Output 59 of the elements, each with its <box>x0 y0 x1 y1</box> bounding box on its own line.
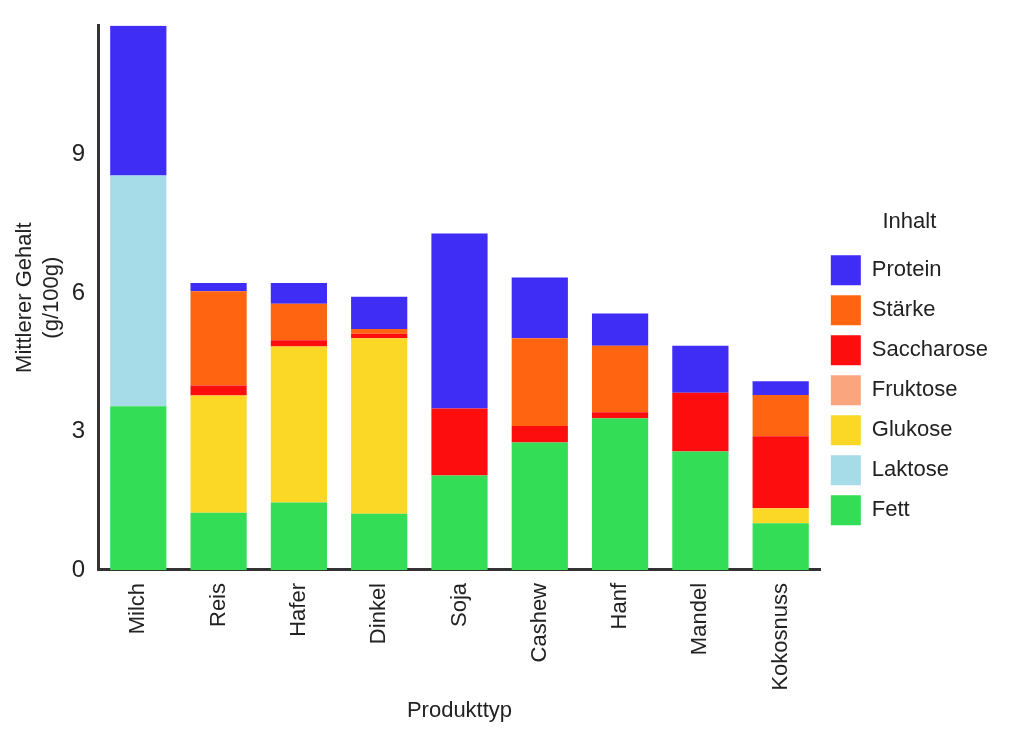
bar <box>351 338 408 514</box>
x-tick-label: Mandel <box>686 582 712 656</box>
bar <box>752 523 809 570</box>
bar <box>431 408 488 476</box>
bar <box>752 508 809 524</box>
bar <box>351 329 408 334</box>
bar <box>110 175 167 407</box>
y-tick-label: 9 <box>71 139 86 167</box>
bar <box>591 418 649 570</box>
bar <box>431 233 488 409</box>
y-tick-label: 0 <box>71 554 86 582</box>
legend-label: Stärke <box>871 296 936 322</box>
bar <box>190 291 247 386</box>
bar <box>511 338 568 426</box>
bar <box>270 303 327 341</box>
x-tick-label: Milch <box>124 582 150 635</box>
bar <box>190 385 247 396</box>
bar <box>190 512 247 570</box>
bar <box>431 475 488 570</box>
bar <box>511 442 568 570</box>
bar <box>270 282 327 304</box>
bar <box>270 340 327 347</box>
bar <box>752 436 809 509</box>
x-tick-label: Reis <box>204 582 230 627</box>
bar <box>672 345 729 393</box>
x-tick-label: Hafer <box>284 582 310 637</box>
bar <box>270 502 327 570</box>
x-axis-title: Produkttyp <box>406 696 513 722</box>
bar <box>110 25 167 176</box>
bar <box>110 406 167 570</box>
bar <box>752 381 809 396</box>
legend-label: Glukose <box>871 416 953 442</box>
legend-label: Protein <box>871 256 942 282</box>
bar <box>752 395 809 437</box>
bar <box>270 346 327 503</box>
bar <box>511 277 568 339</box>
bar <box>591 412 649 419</box>
bar <box>591 313 649 346</box>
y-axis-title: Mittlerer Gehalt (g/100g) <box>11 222 63 373</box>
bar <box>672 392 729 452</box>
y-tick-label: 6 <box>71 277 86 305</box>
x-tick-label: Soja <box>445 582 471 628</box>
legend-title: Inhalt <box>882 207 937 233</box>
x-tick-label: Hanf <box>606 582 632 630</box>
x-tick-label: Dinkel <box>365 582 391 645</box>
x-tick-label: Cashew <box>525 582 551 663</box>
x-tick-label: Kokosnuss <box>766 582 792 691</box>
bar <box>591 345 649 413</box>
bar <box>511 425 568 443</box>
bar <box>190 282 247 292</box>
legend-label: Laktose <box>871 456 949 482</box>
legend-label: Saccharose <box>871 336 989 362</box>
legend-label: Fruktose <box>871 376 958 402</box>
y-tick-label: 3 <box>71 416 86 444</box>
bar <box>672 451 729 570</box>
bar <box>190 395 247 513</box>
bar <box>351 296 408 330</box>
bar <box>351 513 408 570</box>
legend-label: Fett <box>871 496 910 522</box>
